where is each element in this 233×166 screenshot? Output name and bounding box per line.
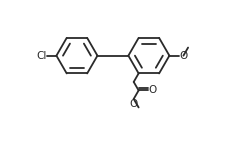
Text: O: O bbox=[149, 85, 157, 95]
Text: Cl: Cl bbox=[36, 51, 46, 61]
Text: O: O bbox=[179, 51, 188, 61]
Text: O: O bbox=[129, 99, 137, 109]
